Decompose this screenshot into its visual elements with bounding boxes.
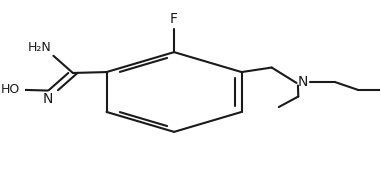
Text: H₂N: H₂N: [28, 41, 51, 54]
Text: N: N: [298, 75, 308, 89]
Text: F: F: [170, 12, 178, 26]
Text: N: N: [42, 92, 53, 106]
Text: HO: HO: [0, 83, 20, 96]
